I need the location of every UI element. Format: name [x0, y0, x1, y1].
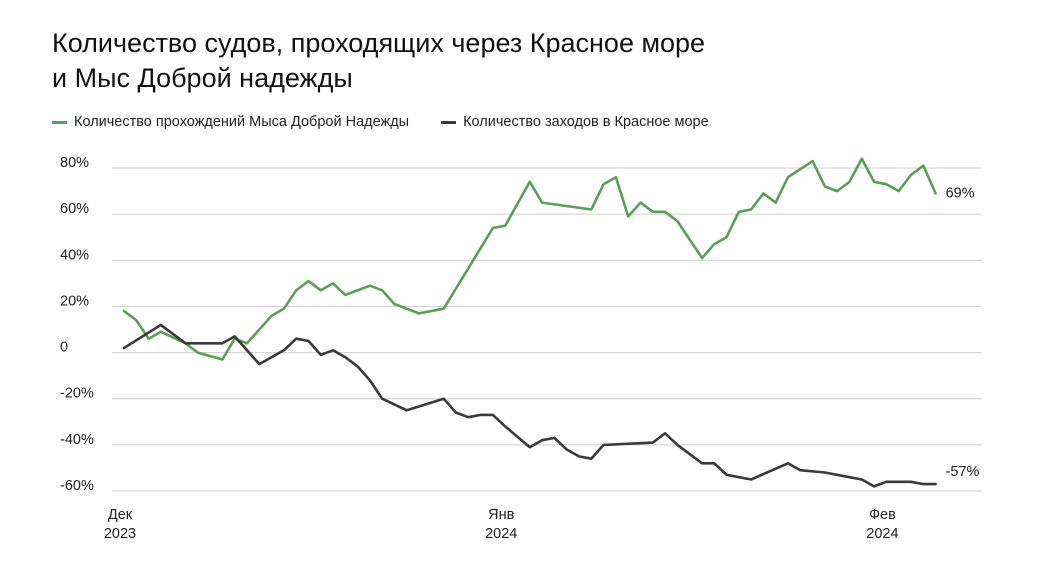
series-line-cape	[122, 157, 937, 361]
y-tick-label-3: 20%	[60, 293, 89, 309]
legend-swatch-cape	[52, 120, 67, 124]
series-line-red-sea	[122, 323, 937, 488]
chart-title-line-1: Количество судов, проходящих через Красн…	[52, 28, 706, 58]
y-tick-label-6: -40%	[60, 432, 94, 448]
end-label-red-sea: -57%	[946, 464, 980, 480]
y-tick-label-4: 0	[60, 340, 68, 356]
legend-item-red-sea: Количество заходов в Красное море	[441, 114, 709, 130]
x-tick-label-2-year: 2024	[866, 526, 898, 542]
chart-title-line-2: и Мыс Доброй надежды	[52, 63, 353, 93]
y-tick-label-5: -20%	[60, 386, 94, 402]
y-tick-label-1: 60%	[60, 201, 89, 217]
x-tick-label-0-year: 2023	[104, 526, 136, 542]
legend-item-cape: Количество прохождений Мыса Доброй Надеж…	[52, 114, 409, 130]
x-tick-label-1-month: Янв	[488, 507, 514, 523]
x-tick-label-0-month: Дек	[108, 507, 133, 523]
y-tick-label-7: -60%	[60, 478, 94, 494]
x-tick-label-1-year: 2024	[485, 526, 517, 542]
legend-label-red-sea: Количество заходов в Красное море	[463, 114, 709, 130]
end-label-cape: 69%	[946, 185, 975, 201]
chart-title: Количество судов, проходящих через Красн…	[52, 26, 952, 96]
y-tick-label-0: 80%	[60, 155, 89, 171]
legend: Количество прохождений Мыса Доброй Надеж…	[52, 112, 741, 132]
legend-swatch-red-sea	[441, 120, 457, 124]
y-tick-label-2: 40%	[60, 247, 89, 263]
x-tick-label-2-month: Фев	[869, 507, 896, 523]
legend-label-cape: Количество прохождений Мыса Доброй Надеж…	[74, 114, 410, 130]
